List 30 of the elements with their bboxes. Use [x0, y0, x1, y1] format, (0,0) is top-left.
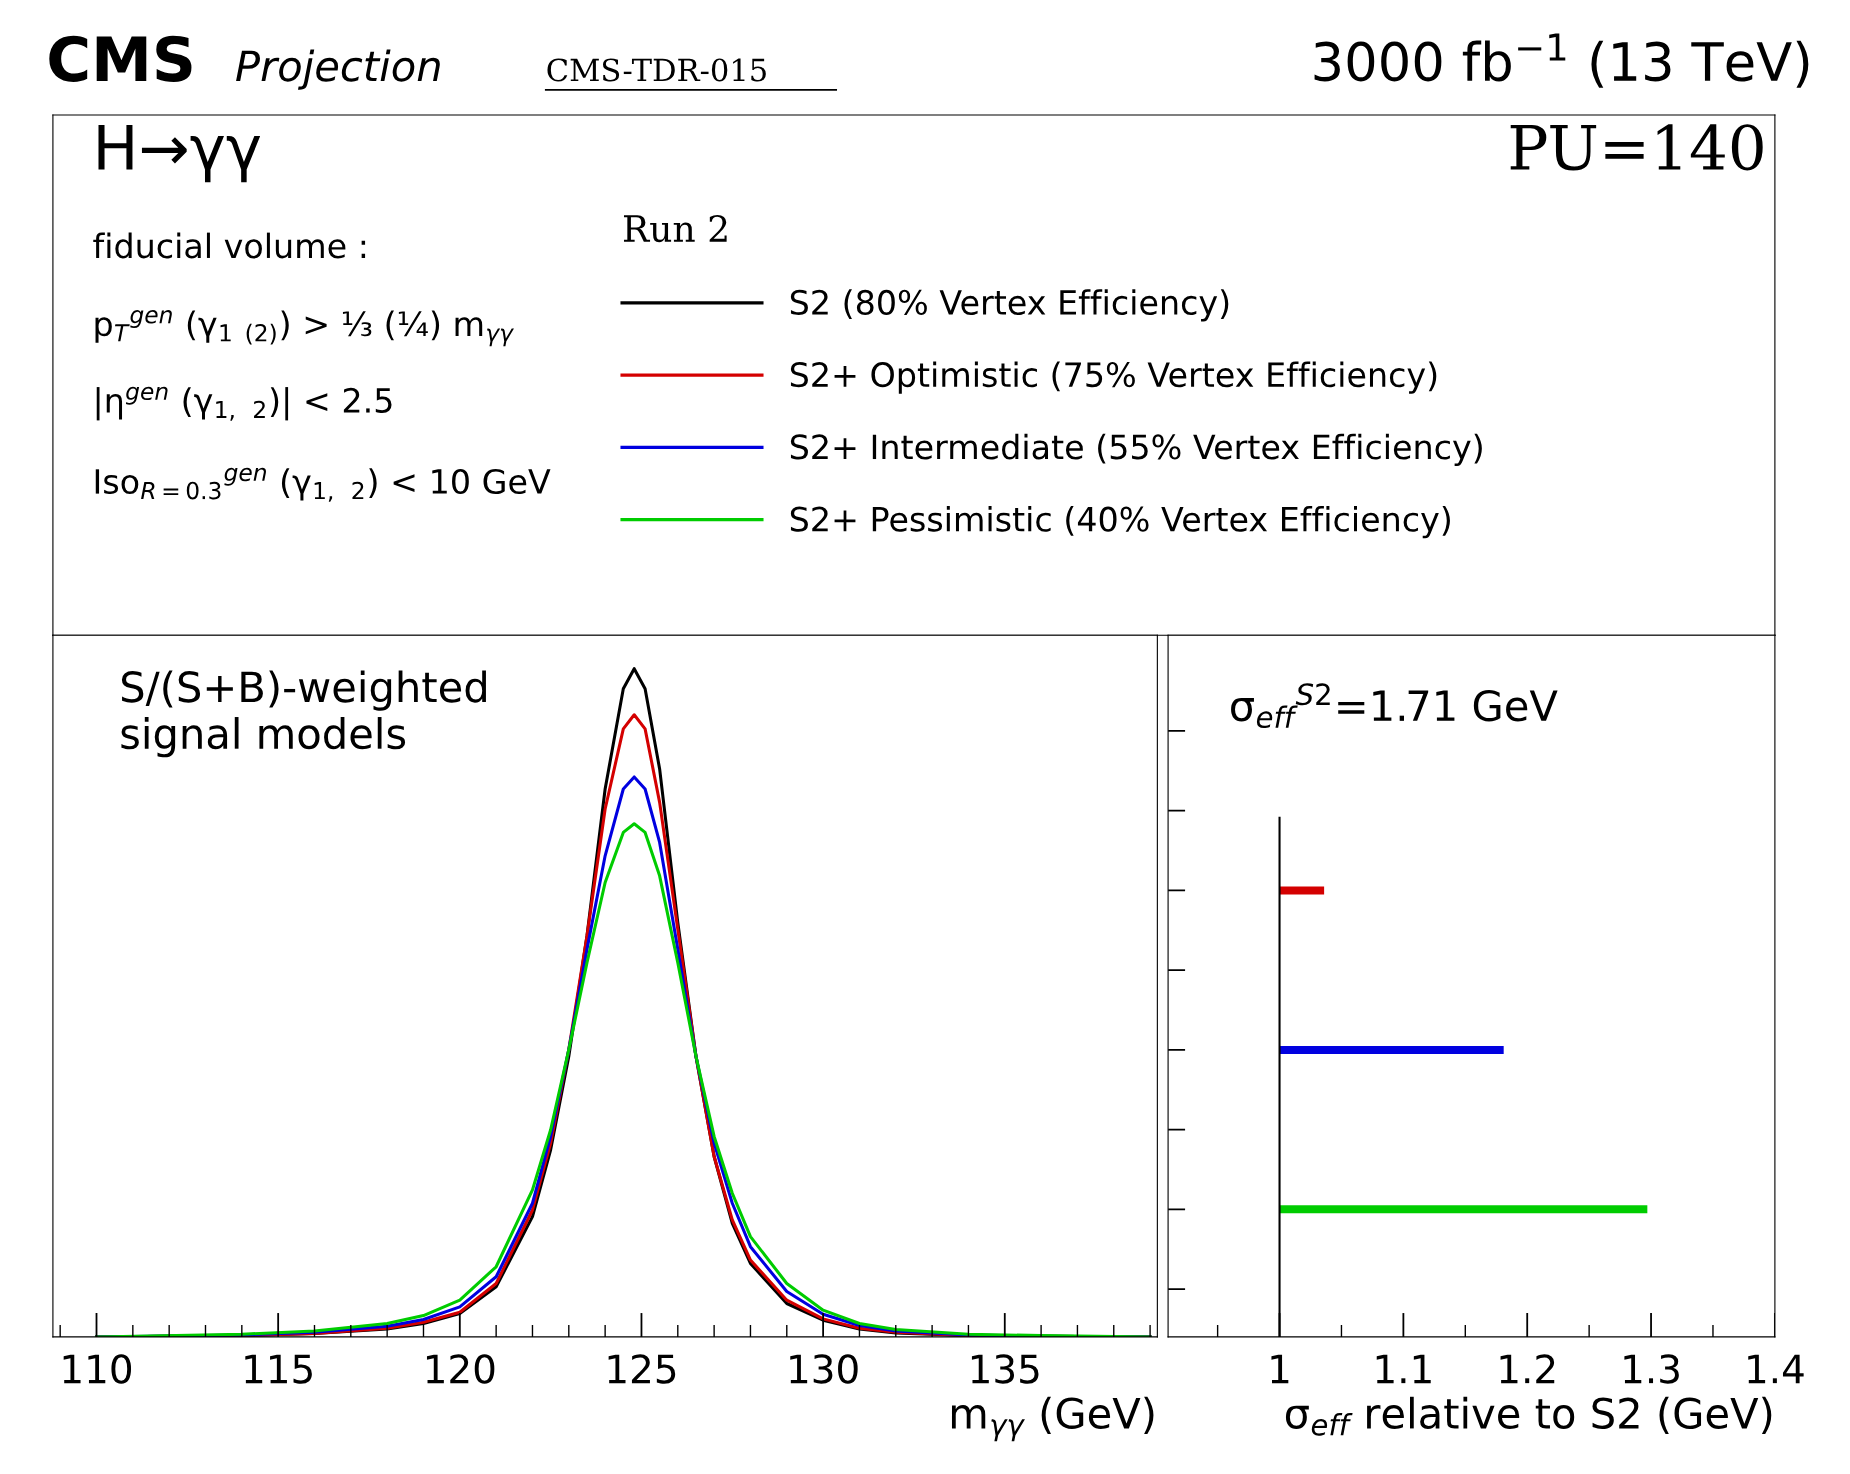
chart-subtitle: Projection — [236, 49, 440, 90]
x-axis-title: σ$_{eff}$ relative to S2 (GeV) — [1285, 1396, 1772, 1436]
legend-title: Run 2 — [623, 214, 727, 243]
text: fiducial volume : — [93, 232, 366, 259]
x-tick-label: 1.3 — [1624, 1354, 1679, 1384]
x-tick-label: 130 — [790, 1354, 858, 1384]
x-tick-label: 120 — [426, 1354, 495, 1384]
text: H→γγ — [98, 124, 261, 183]
x-tick-label: 1.1 — [1376, 1354, 1431, 1384]
text: 3000 fb$^{−1}$ (13 TeV) — [1314, 33, 1809, 88]
text: Iso$_{R=0.3}$$^{gen}$ (γ$_{1, 2}$) < 10 GeV — [95, 467, 551, 502]
legend-label: S2 (80% Vertex Efficiency) — [790, 289, 1229, 322]
text: p$_{T}$$^{gen}$ (γ$_{1 (2)}$) > ⅓ (¼) m$_{γγ}$ — [95, 310, 514, 347]
x-tick-label: 115 — [245, 1354, 312, 1384]
x-tick-label: 1.4 — [1748, 1354, 1804, 1384]
legend-label: S2+ Pessimistic (40% Vertex Efficiency) — [790, 505, 1450, 539]
x-tick-label: 110 — [63, 1354, 132, 1384]
text: |η$^{gen}$ (γ$_{1, 2}$)| < 2.5 — [96, 386, 392, 421]
legend-label: S2+ Intermediate (55% Vertex Efficiency) — [790, 433, 1482, 466]
text: CMS-TDR-015 — [547, 58, 766, 82]
x-tick-label: 135 — [971, 1354, 1039, 1384]
annotation: S/(S+B)-weighted signal models — [121, 670, 486, 758]
x-axis-title: m$_{γγ}$ (GeV) — [951, 1396, 1154, 1442]
x-tick-label: 1 — [1271, 1354, 1289, 1384]
text: σ$_{eff}$$^{S2}$=1.71 GeV — [1231, 683, 1558, 729]
text: PU=140 — [1510, 124, 1763, 171]
legend-label: S2+ Optimistic (75% Vertex Efficiency) — [790, 361, 1437, 394]
x-tick-label: 125 — [608, 1354, 676, 1384]
chart-title: CMS — [49, 35, 192, 82]
x-tick-label: 1.2 — [1500, 1354, 1555, 1384]
